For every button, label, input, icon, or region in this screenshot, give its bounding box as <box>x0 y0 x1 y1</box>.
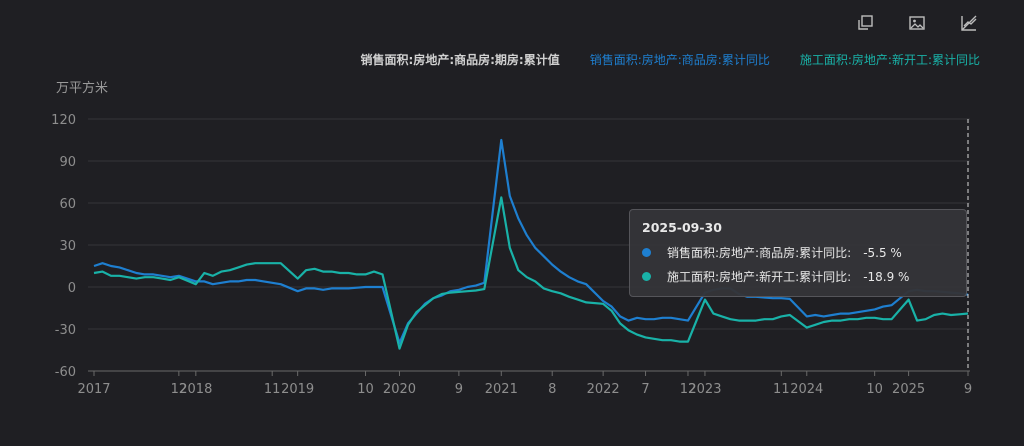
y-axis-unit-label: 万平方米 <box>56 81 109 96</box>
y-tick-label: 60 <box>59 197 76 212</box>
legend-item-sales-yoy[interactable]: 销售面积:房地产:商品房:累计同比 <box>589 53 770 67</box>
x-tick-label: 2020 <box>383 382 416 397</box>
tooltip-series-name: 销售面积:房地产:商品房:累计同比: <box>667 246 852 260</box>
x-tick-label: 10 <box>866 382 883 397</box>
x-tick-label: 12 <box>171 382 188 397</box>
x-tick-label: 12 <box>680 382 697 397</box>
x-tick-label: 11 <box>773 382 790 397</box>
x-tick-label: 2018 <box>179 382 212 397</box>
chart-toggle-icon[interactable] <box>958 12 980 34</box>
x-tick-label: 8 <box>548 382 556 397</box>
tooltip-date: 2025-09-30 <box>642 220 722 235</box>
tooltip-series-value: -5.5 % <box>863 245 902 260</box>
x-tick-label: 9 <box>964 382 972 397</box>
tooltip-series-dot <box>642 248 651 257</box>
x-tick-label: 10 <box>357 382 374 397</box>
chart-toolbar <box>854 12 980 34</box>
chart-legend: 销售面积:房地产:商品房:期房:累计值 销售面积:房地产:商品房:累计同比 施工… <box>361 51 980 68</box>
x-tick-label: 2025 <box>892 382 925 397</box>
y-tick-label: 30 <box>59 239 76 254</box>
y-tick-label: -30 <box>55 323 76 338</box>
x-tick-label: 2017 <box>77 382 110 397</box>
tooltip-series-name: 施工面积:房地产:新开工:累计同比: <box>667 270 852 284</box>
tooltip-row: 销售面积:房地产:商品房:累计同比: -5.5 % <box>642 244 954 261</box>
tooltip-series-value: -18.9 % <box>863 269 910 284</box>
x-tick-label: 2019 <box>281 382 314 397</box>
x-tick-label: 9 <box>455 382 463 397</box>
x-tick-label: 7 <box>641 382 649 397</box>
legend-item-presale-area[interactable]: 销售面积:房地产:商品房:期房:累计值 <box>360 53 560 67</box>
y-tick-label: -60 <box>55 365 76 380</box>
x-tick-label: 2022 <box>587 382 620 397</box>
y-tick-label: 120 <box>51 113 76 128</box>
tooltip-series-dot <box>642 272 651 281</box>
x-tick-label: 2021 <box>485 382 518 397</box>
legend-item-new-construction-yoy[interactable]: 施工面积:房地产:新开工:累计同比 <box>799 53 980 67</box>
chart-tooltip: 2025-09-30 销售面积:房地产:商品房:累计同比: -5.5 % 施工面… <box>629 209 967 297</box>
x-tick-label: 2024 <box>790 382 823 397</box>
image-icon[interactable] <box>906 12 928 34</box>
y-tick-label: 90 <box>59 155 76 170</box>
series-line-new-construction-yoy <box>93 196 969 350</box>
y-tick-label: 0 <box>68 281 76 296</box>
x-tick-label: 2023 <box>688 382 721 397</box>
tooltip-row: 施工面积:房地产:新开工:累计同比: -18.9 % <box>642 268 954 285</box>
x-tick-label: 11 <box>264 382 281 397</box>
series-line-sales-yoy <box>93 138 969 345</box>
copy-icon[interactable] <box>854 12 876 34</box>
